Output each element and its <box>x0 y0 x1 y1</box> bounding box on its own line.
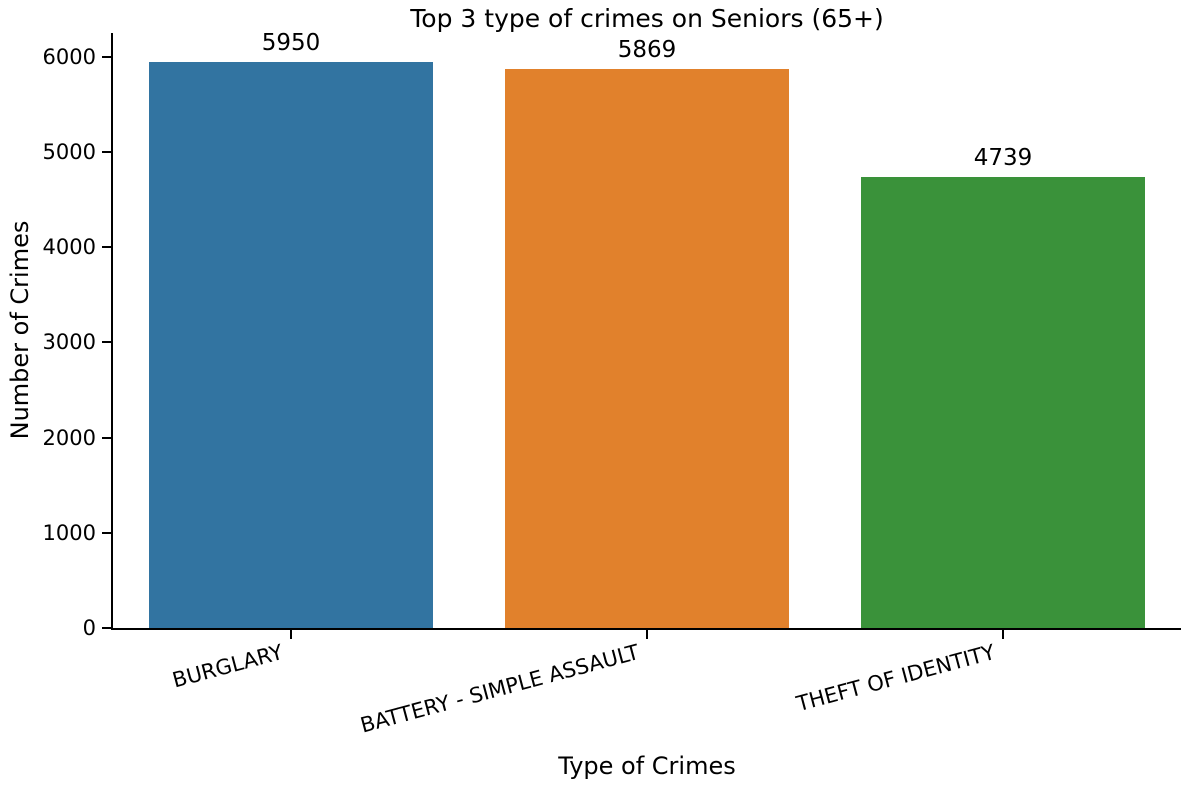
y-tick-mark <box>102 531 111 534</box>
y-tick-mark <box>102 436 111 439</box>
bar-1 <box>148 61 434 628</box>
y-tick-label: 2000 <box>42 425 96 450</box>
y-tick-mark <box>102 341 111 344</box>
y-tick-label: 3000 <box>42 330 96 355</box>
y-axis-label: Number of Crimes <box>6 220 34 440</box>
x-tick-mark <box>290 630 292 639</box>
y-tick-label: 4000 <box>42 235 96 260</box>
y-tick-mark <box>102 151 111 153</box>
bar-value-label: 5950 <box>261 29 321 56</box>
y-tick-mark <box>102 55 111 58</box>
bar-3 <box>860 176 1146 628</box>
x-tick-label: BURGLARY <box>169 640 286 693</box>
y-tick-label: 0 <box>82 616 96 640</box>
bar-value-label: 4739 <box>973 144 1033 171</box>
x-tick-label: BATTERY - SIMPLE ASSAULT <box>357 640 642 738</box>
y-tick-label: 6000 <box>42 44 96 69</box>
y-tick-mark <box>102 246 111 249</box>
x-axis-spine <box>111 628 1181 630</box>
y-axis-spine <box>111 33 113 630</box>
x-axis-label: Type of Crimes <box>558 752 736 780</box>
y-tick-mark <box>102 627 111 629</box>
bar-2 <box>504 69 790 628</box>
y-tick-label: 1000 <box>42 520 96 545</box>
x-tick-mark <box>1002 630 1004 639</box>
y-tick-label: 5000 <box>42 140 96 164</box>
x-tick-mark <box>646 630 648 639</box>
chart-title: Top 3 type of crimes on Seniors (65+) <box>410 4 884 33</box>
x-tick-label: THEFT OF IDENTITY <box>793 640 998 717</box>
bar-value-label: 5869 <box>617 37 677 64</box>
